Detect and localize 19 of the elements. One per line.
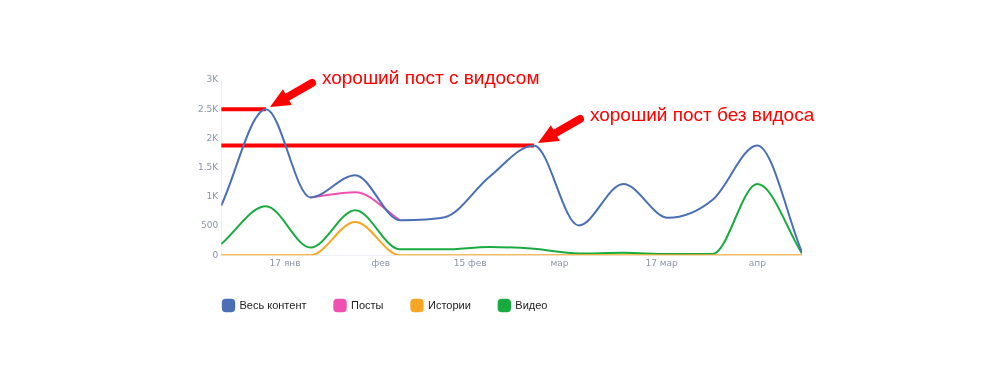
x-tick-label: 17 янв [269,257,301,268]
y-tick-label: 3K [206,74,220,85]
y-tick-label: 1K [206,191,220,202]
y-tick-label: 2K [206,132,220,143]
y-tick-label: 1.5K [198,161,220,172]
y-tick-label: 2.5K [198,103,220,114]
legend-label: Видео [515,298,548,311]
annotation: хороший пост без видоса [589,103,815,125]
legend-label: Истории [427,298,471,311]
x-tick-label: 17 мар [645,257,679,268]
legend-label: Весь контент [239,298,307,311]
annotation: хороший пост с видосом [321,67,540,89]
legend-label: Посты [351,298,384,311]
x-tick-label: фев [371,257,391,268]
x-tick-label: апр [748,257,767,268]
x-tick-label: 15 фев [453,257,487,268]
y-tick-label: 0 [212,249,219,260]
x-tick-label: мар [550,257,569,268]
y-tick-label: 500 [201,220,219,231]
